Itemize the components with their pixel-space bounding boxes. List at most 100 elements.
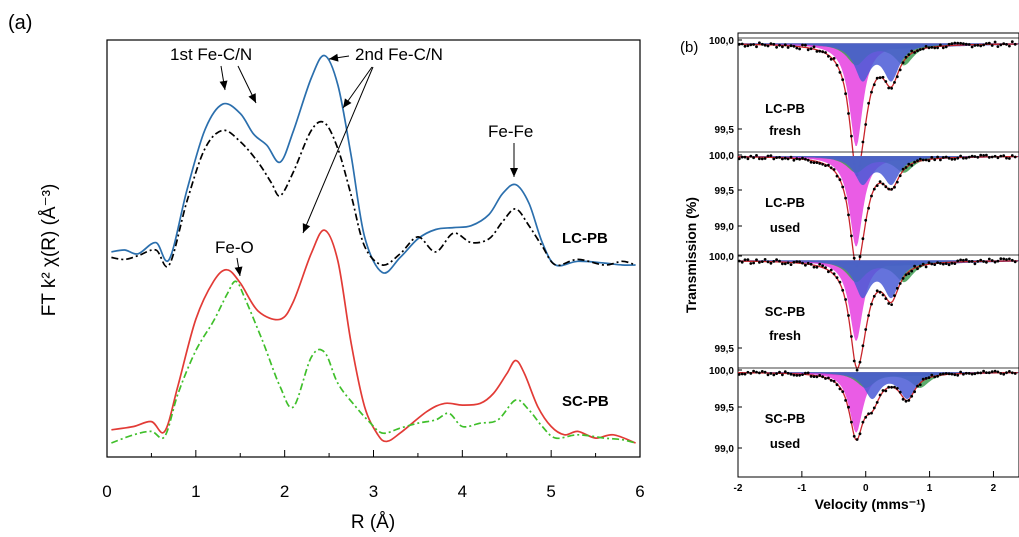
- data-point: [737, 157, 741, 161]
- data-point: [947, 42, 951, 46]
- panel-a-annotation-arrows: [219, 53, 518, 277]
- data-point: [841, 390, 845, 393]
- data-point: [867, 314, 870, 317]
- data-point: [910, 269, 914, 273]
- data-point: [1008, 370, 1011, 373]
- data-point: [941, 372, 945, 376]
- data-point: [832, 379, 836, 383]
- data-point: [769, 261, 773, 265]
- data-point: [818, 262, 822, 266]
- data-point: [907, 272, 911, 275]
- data-point: [844, 399, 847, 402]
- data-point: [933, 46, 937, 50]
- series-line-lc-pb-dash-dot: [111, 120, 636, 268]
- data-point: [844, 92, 847, 96]
- data-point: [835, 383, 839, 387]
- series-line-lc-pb-solid: [111, 54, 636, 274]
- data-point: [887, 385, 891, 389]
- fit-curve: [738, 155, 1018, 269]
- data-point: [766, 373, 770, 377]
- data-point: [792, 373, 796, 377]
- data-point: [864, 123, 868, 126]
- data-point: [918, 264, 922, 268]
- data-point: [950, 42, 954, 46]
- data-point: [953, 262, 957, 265]
- data-point: [752, 261, 755, 265]
- panel-a-y-axis-label: FT k² χ(R) (Å⁻³): [39, 184, 60, 317]
- spectrum-label-state: fresh: [769, 328, 801, 343]
- data-point: [985, 371, 988, 374]
- spectrum-label-state: used: [770, 220, 800, 235]
- y-tick-label: 99,5: [715, 125, 735, 136]
- data-point: [801, 43, 804, 47]
- data-point: [740, 155, 744, 159]
- data-point: [987, 41, 991, 45]
- data-point: [941, 262, 945, 266]
- data-point: [982, 260, 985, 263]
- data-point: [987, 371, 991, 375]
- data-point: [1005, 43, 1008, 46]
- data-point: [956, 259, 960, 263]
- data-point: [979, 44, 983, 48]
- data-point: [1013, 42, 1017, 46]
- data-point: [930, 373, 934, 377]
- data-point: [783, 43, 787, 47]
- data-point: [916, 267, 919, 271]
- data-point: [970, 154, 974, 158]
- data-point: [901, 61, 905, 64]
- data-point: [887, 187, 891, 191]
- data-point: [904, 55, 908, 59]
- panel-b-x-ticks: -2 -1 0 1 2: [734, 471, 997, 494]
- data-point: [913, 390, 916, 394]
- data-point: [916, 49, 919, 53]
- data-point: [898, 390, 902, 394]
- panel-b-x-axis-label: Velocity (mms⁻¹): [815, 496, 926, 512]
- panel-a-x-ticks: 0 1 2 3 4 5 6: [102, 450, 645, 501]
- data-point: [918, 48, 922, 51]
- data-point: [870, 302, 873, 306]
- series-line-sc-pb-solid: [111, 229, 636, 444]
- data-point: [858, 360, 862, 364]
- spectrum-label-sample: LC-PB: [765, 195, 805, 210]
- data-point: [870, 411, 873, 415]
- data-point: [772, 157, 776, 161]
- data-point: [758, 371, 761, 375]
- data-point: [956, 41, 960, 45]
- data-point: [930, 46, 934, 49]
- data-point: [755, 154, 758, 157]
- annotation-arrow-head: [343, 98, 352, 108]
- data-point: [809, 47, 813, 51]
- data-point: [1008, 157, 1011, 160]
- data-point: [789, 44, 793, 48]
- data-point: [792, 158, 796, 162]
- data-point: [781, 262, 784, 266]
- data-point: [1005, 258, 1008, 261]
- y-tick-label: 99,5: [715, 403, 735, 414]
- data-point: [1008, 257, 1011, 261]
- doublet-component: [738, 156, 1019, 186]
- spectrum-label-sample: SC-PB: [765, 411, 805, 426]
- data-point: [786, 157, 790, 161]
- series-line-sc-pb-dash-dot: [111, 280, 636, 444]
- data-point: [795, 260, 799, 263]
- data-point: [918, 383, 922, 387]
- panel-a-exafs-chart: (a) 0 1 2 3 4 5 6 R (Å) FT k² χ(R) (Å⁻³) 1st F…: [8, 12, 645, 533]
- data-point: [993, 154, 997, 158]
- data-point: [801, 156, 804, 160]
- data-point: [970, 45, 974, 49]
- data-point: [824, 377, 827, 380]
- data-point: [910, 164, 914, 167]
- data-point: [778, 259, 781, 263]
- data-point: [832, 168, 836, 171]
- data-point: [990, 259, 994, 262]
- data-point: [806, 48, 810, 52]
- data-point: [1010, 40, 1014, 44]
- data-point: [775, 45, 778, 49]
- data-point: [835, 63, 839, 67]
- data-point: [884, 297, 888, 300]
- data-point: [829, 379, 833, 382]
- annotation-fe-fe: Fe-Fe: [488, 122, 533, 141]
- data-point: [815, 50, 819, 53]
- data-point: [855, 438, 859, 441]
- data-point: [821, 162, 824, 166]
